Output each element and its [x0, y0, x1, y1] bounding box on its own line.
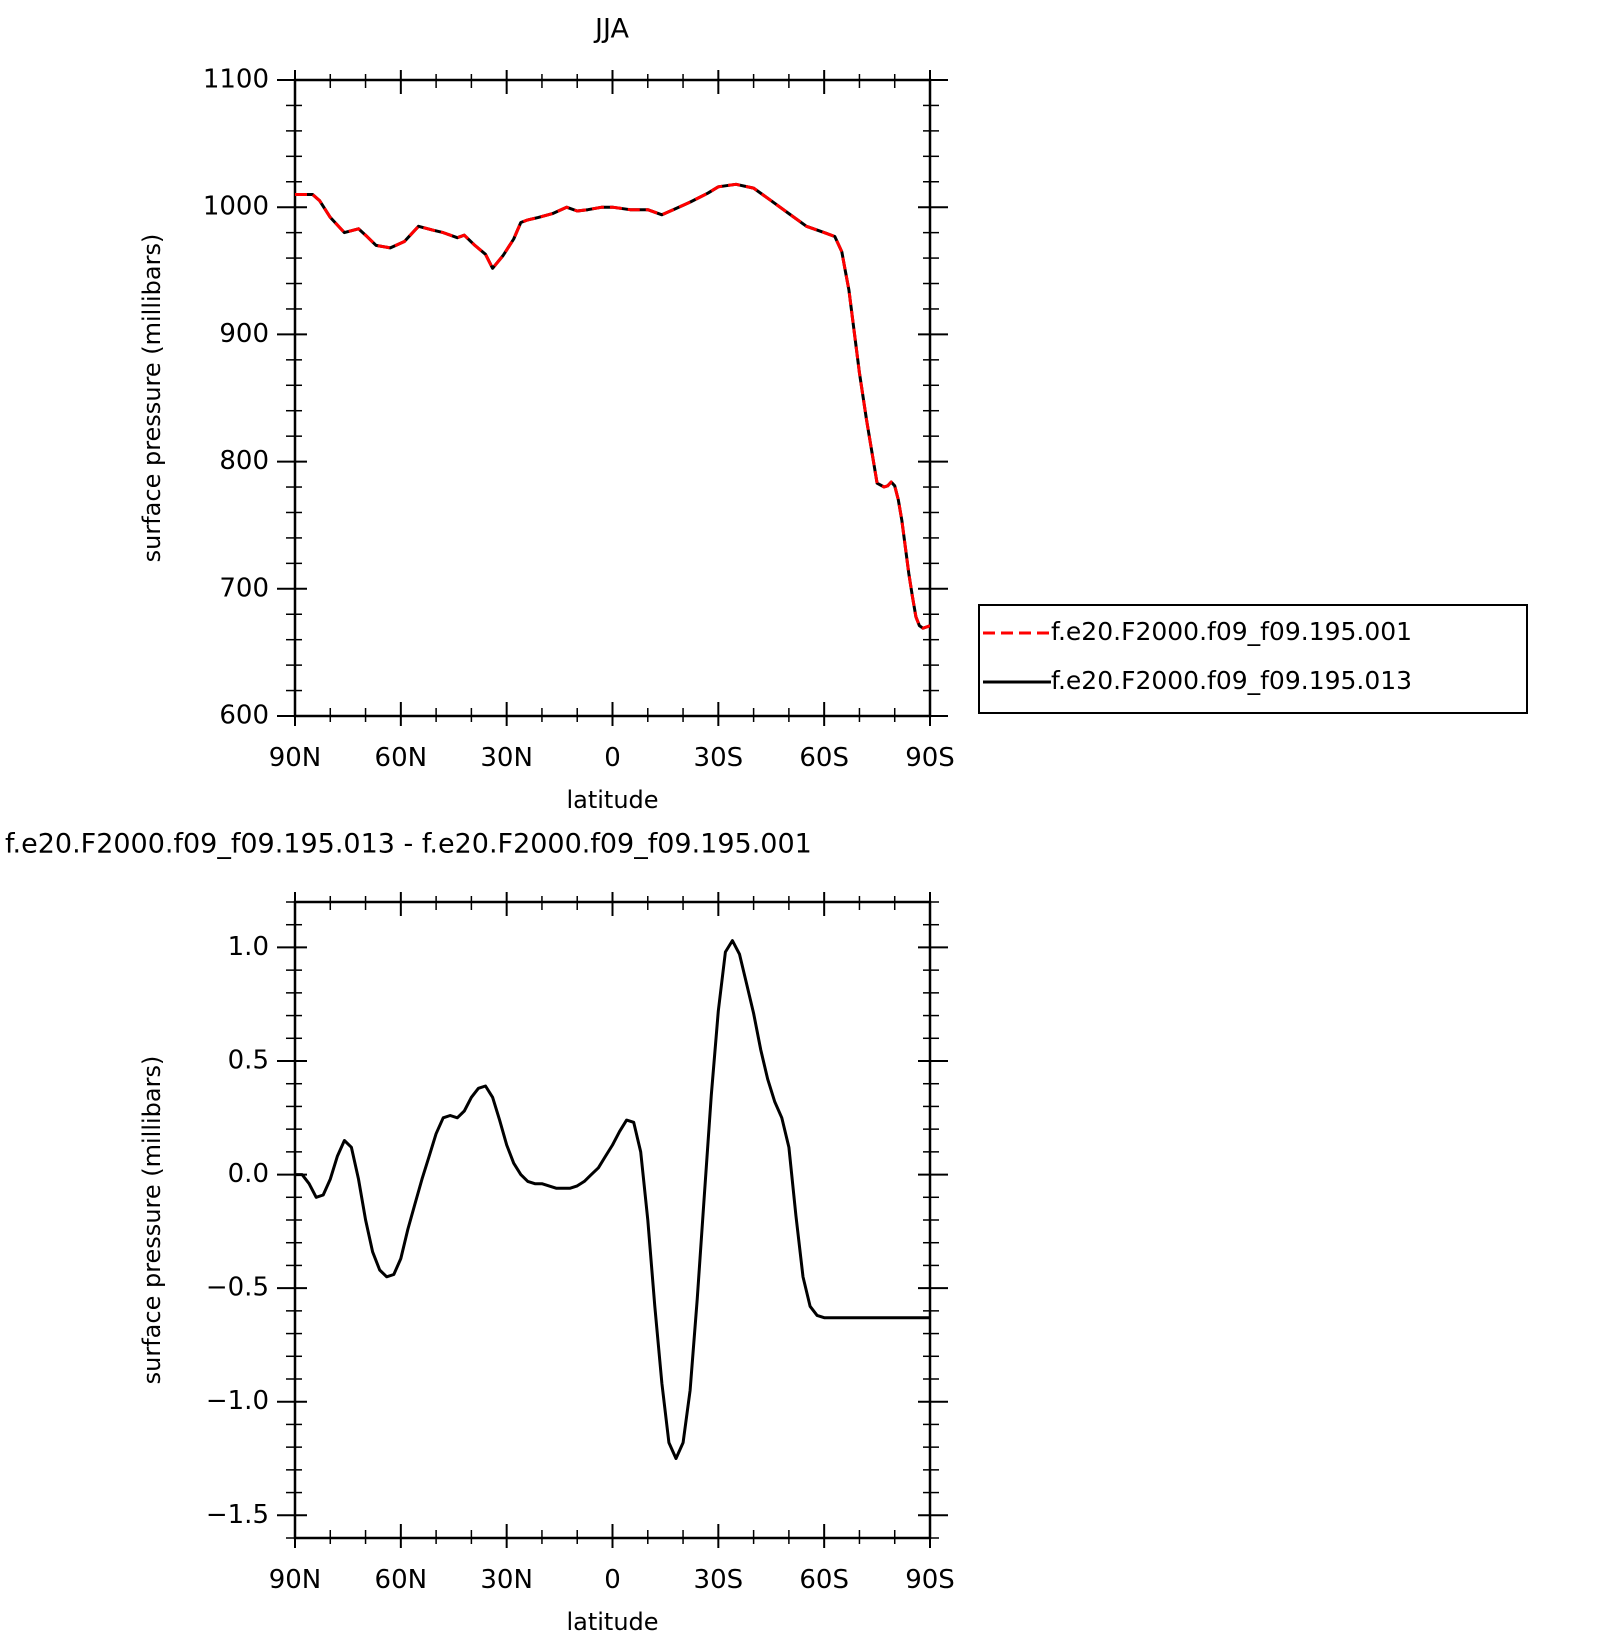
x-axis-label: latitude — [566, 786, 658, 814]
y-tick-label: −1.0 — [206, 1386, 269, 1416]
x-axis-label: latitude — [566, 1608, 658, 1635]
series-line-1 — [295, 939, 930, 1460]
legend-label: f.e20.F2000.f09_f09.195.013 — [1051, 666, 1412, 695]
y-tick-label: 1100 — [203, 65, 269, 95]
y-tick-label: 0.0 — [228, 1159, 269, 1189]
legend-box — [978, 604, 1528, 714]
x-tick-label: 90S — [905, 1565, 955, 1595]
chart-title: JJA — [593, 14, 629, 45]
series-line-1 — [295, 182, 930, 630]
x-tick-label: 30S — [694, 743, 744, 773]
plot-frame — [293, 900, 932, 1540]
y-tick-label: −1.5 — [206, 1500, 269, 1530]
x-tick-label: 30N — [480, 743, 533, 773]
y-axis-label: surface pressure (millibars) — [138, 234, 166, 563]
x-tick-label: 0 — [604, 743, 621, 773]
chart-title: f.e20.F2000.f09_f09.195.013 - f.e20.F200… — [5, 829, 812, 860]
y-tick-label: 1.0 — [228, 932, 269, 962]
y-tick-label: 700 — [219, 573, 269, 603]
x-tick-label: 60N — [375, 743, 428, 773]
y-tick-label: 900 — [219, 319, 269, 349]
x-tick-label: 30S — [694, 1565, 744, 1595]
legend-label: f.e20.F2000.f09_f09.195.001 — [1051, 617, 1412, 646]
y-tick-label: 600 — [219, 701, 269, 731]
x-tick-label: 30N — [480, 1565, 533, 1595]
x-tick-label: 60S — [799, 1565, 849, 1595]
plot-frame — [293, 78, 932, 718]
x-tick-label: 60S — [799, 743, 849, 773]
x-tick-label: 90N — [269, 743, 322, 773]
x-tick-label: 90S — [905, 743, 955, 773]
y-tick-label: 1000 — [203, 192, 269, 222]
y-tick-label: 800 — [219, 446, 269, 476]
series-line-2 — [295, 182, 930, 630]
x-tick-label: 90N — [269, 1565, 322, 1595]
y-tick-label: −0.5 — [206, 1273, 269, 1303]
x-tick-label: 0 — [604, 1565, 621, 1595]
y-axis-label: surface pressure (millibars) — [138, 1056, 166, 1385]
y-tick-label: 0.5 — [228, 1046, 269, 1076]
x-tick-label: 60N — [375, 1565, 428, 1595]
